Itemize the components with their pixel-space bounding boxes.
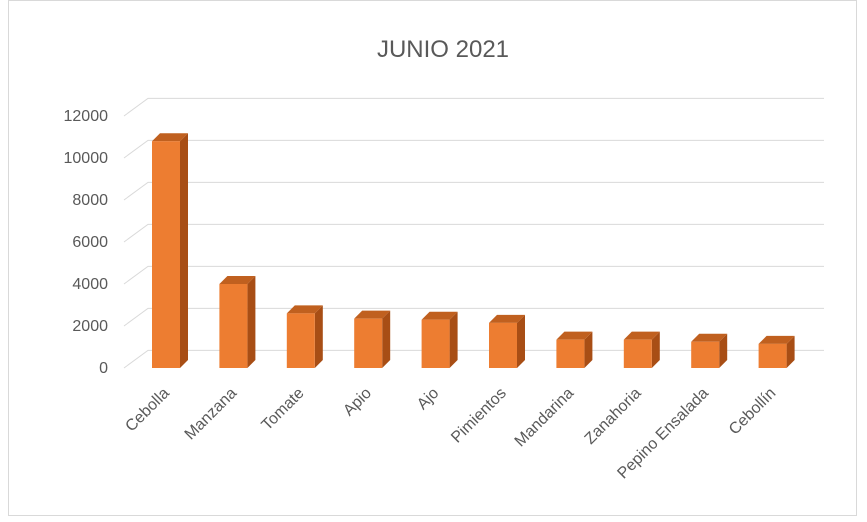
bar <box>758 335 795 368</box>
bar-side <box>651 331 660 368</box>
bar-top <box>152 133 188 142</box>
x-tick-label: Zanahoria <box>582 385 645 448</box>
bar-side <box>314 305 323 368</box>
x-tick-label: Pimientos <box>448 385 510 447</box>
bar-side <box>786 335 795 368</box>
gridline <box>123 223 824 243</box>
x-tick-label: Cebollín <box>726 385 780 439</box>
chart-area <box>8 0 857 516</box>
y-tick-label: 8000 <box>72 192 108 209</box>
y-tick-label: 12000 <box>64 108 109 125</box>
bar <box>219 276 256 368</box>
x-tick-label: Ajo <box>414 385 442 413</box>
bar <box>286 305 323 368</box>
bar-side <box>719 333 728 368</box>
gridline <box>123 265 824 285</box>
y-tick-label: 0 <box>99 360 108 377</box>
bar-side <box>517 314 525 368</box>
bar-top <box>556 331 593 340</box>
gridline <box>123 97 824 117</box>
bar <box>354 310 391 368</box>
bar-top <box>219 276 256 284</box>
bar-front <box>421 319 450 368</box>
gridline <box>123 139 824 159</box>
x-tick-label: Manzana <box>182 385 241 444</box>
bar <box>489 314 525 368</box>
bar-side <box>584 331 593 368</box>
bar-front <box>354 318 383 368</box>
gridlines <box>123 97 824 369</box>
bar-top <box>691 333 728 342</box>
bar <box>691 333 728 368</box>
x-axis-labels: Cebolla Manzana Tomate Apio Ajo Pimientos Mand… <box>122 385 779 483</box>
x-tick-label: Cebolla <box>122 385 172 435</box>
bar-front <box>219 284 248 368</box>
bar-front <box>489 322 517 368</box>
gridline <box>123 181 824 201</box>
x-tick-label: Mandarina <box>512 385 578 451</box>
bar-top <box>758 335 795 344</box>
gridline <box>123 307 824 327</box>
bar-top <box>623 331 660 340</box>
bar-front <box>623 339 652 368</box>
bar-front <box>286 313 315 368</box>
y-tick-label: 4000 <box>72 276 108 293</box>
bar-side <box>247 276 256 368</box>
y-tick-label: 2000 <box>72 318 108 335</box>
bar-top <box>286 305 323 314</box>
bar-front <box>691 341 720 368</box>
bar-front <box>556 339 585 368</box>
x-tick-label: Tomate <box>259 385 308 434</box>
bar-side <box>382 310 391 368</box>
y-axis-ticks: 0 2000 4000 6000 8000 10000 12000 <box>64 108 109 377</box>
x-tick-label: Apio <box>340 385 375 420</box>
bar-side <box>449 311 458 368</box>
bar <box>623 331 660 368</box>
bar-front <box>152 141 180 368</box>
bar-front <box>758 343 787 368</box>
gridline <box>123 349 824 369</box>
y-tick-label: 10000 <box>64 150 109 167</box>
y-tick-label: 6000 <box>72 234 108 251</box>
bar-top <box>354 310 391 319</box>
bar-top <box>421 311 458 320</box>
bar-top <box>489 314 525 323</box>
bars <box>152 133 795 368</box>
chart-title: JUNIO 2021 <box>377 36 509 63</box>
bar <box>556 331 593 368</box>
bar <box>152 133 188 368</box>
bar-side <box>180 133 188 368</box>
bar <box>421 311 458 368</box>
